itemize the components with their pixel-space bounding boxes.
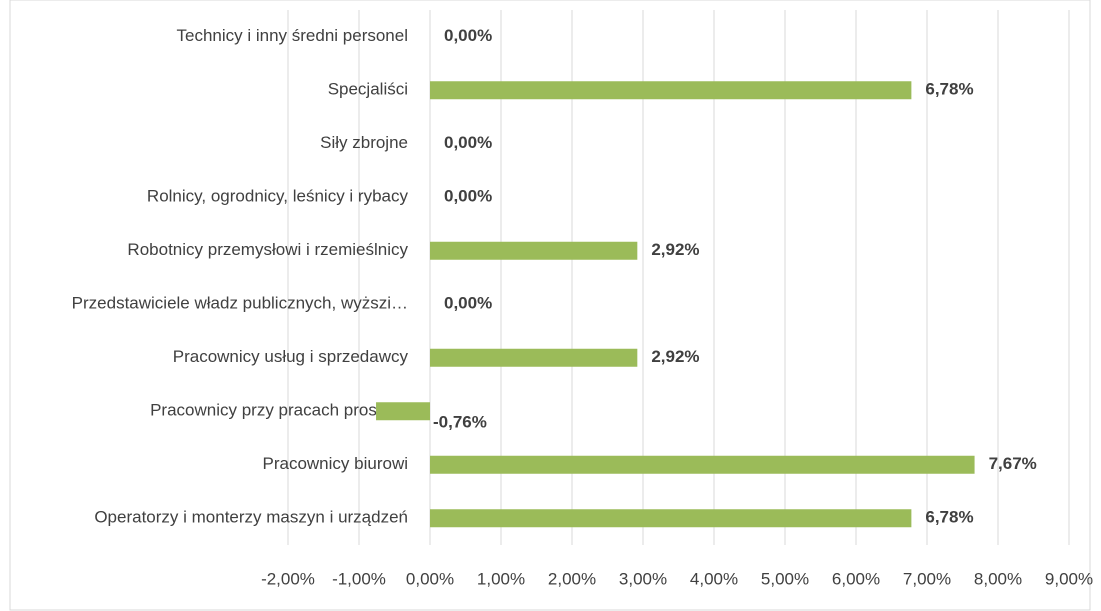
y-tick-label: Specjaliści [328,80,408,99]
bar [430,509,912,528]
data-label: 7,67% [989,454,1037,473]
bar [430,81,912,100]
x-tick-label: 5,00% [761,569,809,588]
y-tick-label: Robotnicy przemysłowi i rzemieślnicy [127,240,408,259]
x-tick-label: 4,00% [690,569,738,588]
data-label: 6,78% [925,80,973,99]
x-tick-label: 7,00% [903,569,951,588]
y-tick-label: Pracownicy przy pracach prostych [150,401,408,420]
y-tick-label: Pracownicy biurowi [263,454,409,473]
y-tick-label: Przedstawiciele władz publicznych, wyższ… [72,294,408,313]
data-label: 2,92% [651,240,699,259]
data-label: 0,00% [444,133,492,152]
bar [430,455,975,474]
x-tick-label: -2,00% [261,569,315,588]
x-tick-label: 8,00% [974,569,1022,588]
data-label: 0,00% [444,187,492,206]
bar [430,241,638,260]
x-tick-label: 0,00% [406,569,454,588]
x-tick-label: 2,00% [548,569,596,588]
bar [376,402,430,421]
x-tick-label: 1,00% [477,569,525,588]
y-tick-label: Siły zbrojne [320,133,408,152]
y-tick-label: Rolnicy, ogrodnicy, leśnicy i rybacy [147,187,409,206]
chart-border [9,0,1091,611]
bar [430,348,638,367]
x-tick-label: 3,00% [619,569,667,588]
x-tick-label: -1,00% [332,569,386,588]
data-label: 0,00% [444,294,492,313]
plot-area: -2,00% -1,00% 0,00% 1,00% 2,00% 3,00% 4,00% 5,0… [72,10,1093,588]
data-label: 2,92% [651,347,699,366]
data-label: -0,76% [433,413,487,432]
y-tick-label: Operatorzy i monterzy maszyn i urządzeń [94,508,408,527]
y-tick-label: Pracownicy usług i sprzedawcy [173,347,409,366]
y-tick-label: Technicy i inny średni personel [176,26,408,45]
data-label: 0,00% [444,26,492,45]
data-label: 6,78% [925,508,973,527]
x-tick-label: 9,00% [1045,569,1093,588]
x-tick-label: 6,00% [832,569,880,588]
